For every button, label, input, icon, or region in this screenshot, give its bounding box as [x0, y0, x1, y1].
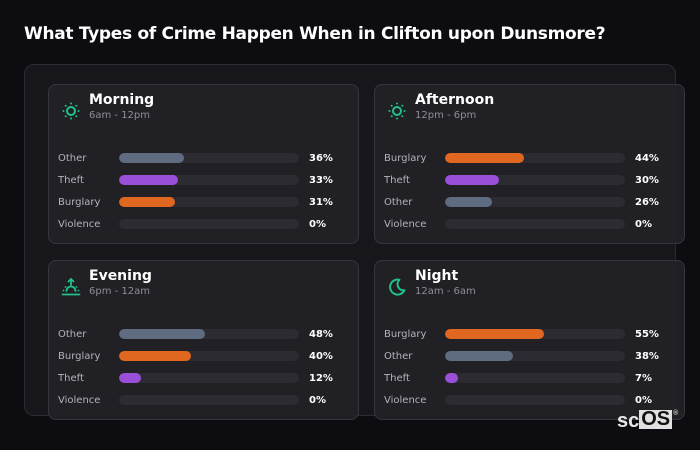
bar-row: Other 36%: [58, 147, 358, 169]
bar-value: 55%: [635, 328, 659, 340]
bar-value: 36%: [309, 152, 333, 164]
bar-label: Other: [384, 350, 413, 362]
bar-track: [119, 373, 299, 383]
bar-fill: [119, 373, 141, 383]
bar-row: Burglary 44%: [384, 147, 684, 169]
bar-label: Violence: [384, 218, 427, 230]
bar-track: [119, 395, 299, 405]
bar-label: Violence: [58, 394, 101, 406]
sunset-icon: [61, 277, 81, 296]
bar-row: Violence 0%: [58, 389, 358, 411]
bar-fill: [445, 175, 499, 185]
bar-fill: [445, 153, 525, 163]
bar-fill: [119, 329, 206, 339]
bar-fill: [445, 197, 492, 207]
card-title: Morning: [89, 92, 155, 108]
bar-track: [445, 153, 625, 163]
sun-icon: [62, 102, 80, 120]
bar-row: Violence 0%: [58, 213, 358, 235]
bar-label: Theft: [58, 174, 84, 186]
bar-track: [445, 329, 625, 339]
bar-label: Burglary: [384, 328, 427, 340]
bar-value: 33%: [309, 174, 333, 186]
bar-label: Theft: [58, 372, 84, 384]
bar-row: Theft 12%: [58, 367, 358, 389]
bar-fill: [119, 153, 184, 163]
logo-sc: sc: [617, 410, 640, 432]
card-time-range: 6am - 12pm: [89, 110, 151, 121]
bar-row: Burglary 40%: [58, 345, 358, 367]
bar-value: 0%: [635, 394, 652, 406]
bar-value: 40%: [309, 350, 333, 362]
bar-label: Burglary: [58, 196, 101, 208]
bar-value: 31%: [309, 196, 333, 208]
card-time-range: 6pm - 12am: [89, 286, 151, 297]
bar-label: Violence: [384, 394, 427, 406]
card-night: Night 12am - 6am Burglary 55% Other 38% …: [374, 260, 685, 420]
bar-value: 44%: [635, 152, 659, 164]
bar-label: Theft: [384, 372, 410, 384]
bar-value: 7%: [635, 372, 652, 384]
page-title: What Types of Crime Happen When in Clift…: [24, 24, 606, 44]
card-afternoon: Afternoon 12pm - 6pm Burglary 44% Theft …: [374, 84, 685, 244]
bar-value: 0%: [309, 218, 326, 230]
bar-row: Other 48%: [58, 323, 358, 345]
bar-track: [119, 175, 299, 185]
bar-row: Other 38%: [384, 345, 684, 367]
bar-track: [119, 219, 299, 229]
bar-track: [445, 395, 625, 405]
bar-label: Burglary: [384, 152, 427, 164]
bar-label: Other: [384, 196, 413, 208]
bar-value: 0%: [635, 218, 652, 230]
bar-row: Violence 0%: [384, 213, 684, 235]
bar-track: [119, 153, 299, 163]
card-evening: Evening 6pm - 12am Other 48% Burglary 40…: [48, 260, 359, 420]
bar-track: [445, 197, 625, 207]
moon-icon: [389, 278, 406, 296]
bar-value: 38%: [635, 350, 659, 362]
bar-track: [445, 351, 625, 361]
card-time-range: 12pm - 6pm: [415, 110, 477, 121]
bar-fill: [119, 197, 175, 207]
bar-track: [119, 351, 299, 361]
bar-fill: [119, 351, 191, 361]
bar-row: Other 26%: [384, 191, 684, 213]
registered-mark: ®: [673, 410, 679, 417]
card-time-range: 12am - 6am: [415, 286, 476, 297]
bar-row: Theft 30%: [384, 169, 684, 191]
bar-row: Burglary 31%: [58, 191, 358, 213]
bar-value: 48%: [309, 328, 333, 340]
bar-track: [445, 219, 625, 229]
bar-track: [119, 329, 299, 339]
bar-track: [119, 197, 299, 207]
bar-label: Violence: [58, 218, 101, 230]
bar-fill: [445, 373, 458, 383]
bar-fill: [119, 175, 179, 185]
logo-os: OS: [639, 408, 673, 430]
bar-label: Other: [58, 328, 87, 340]
bar-value: 30%: [635, 174, 659, 186]
bar-row: Burglary 55%: [384, 323, 684, 345]
bar-fill: [445, 351, 514, 361]
bar-value: 12%: [309, 372, 333, 384]
card-morning: Morning 6am - 12pm Other 36% Theft 33% B…: [48, 84, 359, 244]
bar-label: Other: [58, 152, 87, 164]
bar-row: Theft 7%: [384, 367, 684, 389]
bar-track: [445, 373, 625, 383]
bar-label: Theft: [384, 174, 410, 186]
bar-value: 0%: [309, 394, 326, 406]
bar-track: [445, 175, 625, 185]
bar-value: 26%: [635, 196, 659, 208]
card-title: Night: [415, 268, 459, 284]
sun-icon: [388, 102, 406, 120]
card-title: Afternoon: [415, 92, 495, 108]
bar-row: Violence 0%: [384, 389, 684, 411]
bar-label: Burglary: [58, 350, 101, 362]
scos-logo: sc OS ®: [617, 408, 679, 433]
card-title: Evening: [89, 268, 152, 284]
bar-row: Theft 33%: [58, 169, 358, 191]
bar-fill: [445, 329, 544, 339]
